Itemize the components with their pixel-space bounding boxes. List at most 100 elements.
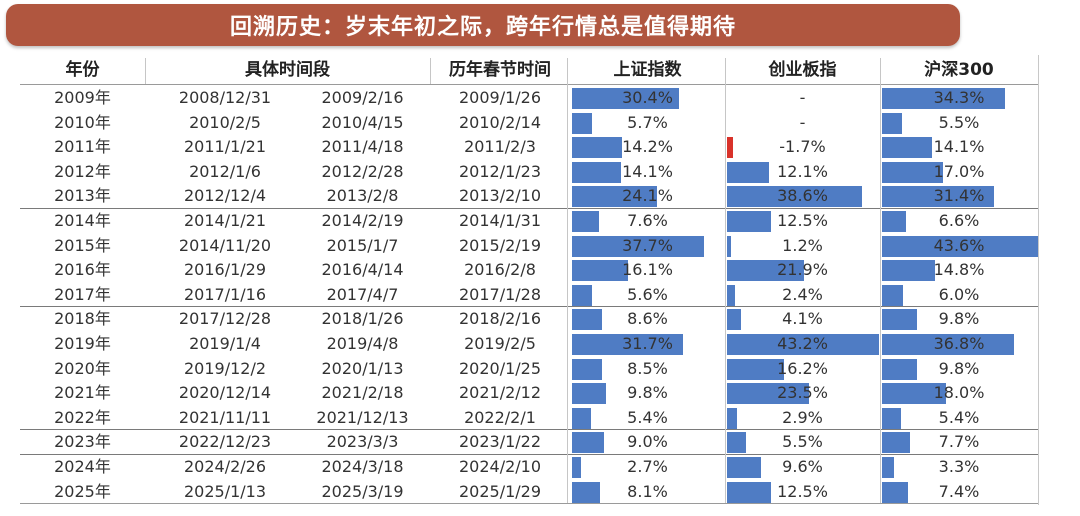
sse-bar xyxy=(572,260,629,282)
period-start-cell: 2008/12/31 xyxy=(178,88,272,107)
table-row: 2013年 2012/12/4 2013/2/8 2013/2/10 24.1% 38.6… xyxy=(20,184,1038,209)
period-end-cell: 2015/1/7 xyxy=(326,235,399,255)
data-table xyxy=(20,55,1039,505)
header-divider xyxy=(20,84,1038,85)
sse-bar xyxy=(572,186,657,208)
year-cell: 2009年 xyxy=(54,88,111,107)
year-cell: 2017年 xyxy=(54,284,111,304)
sse-bar xyxy=(572,309,603,331)
period-end-cell: 2012/2/28 xyxy=(321,161,404,181)
csi300-bar-cell: 5.4% xyxy=(880,407,1038,429)
header-csi300: 沪深300 xyxy=(924,60,994,80)
sse-value-label: 9.0% xyxy=(627,432,668,452)
sse-bar xyxy=(572,432,604,454)
year-cell: 2022年 xyxy=(54,407,111,427)
year-cell: 2015年 xyxy=(54,235,111,255)
csi300-value-label: 17.0% xyxy=(933,161,985,181)
csi300-value-label: 9.8% xyxy=(938,358,980,378)
header-chinext-index: 创业板指 xyxy=(768,60,837,80)
chinext-bar xyxy=(727,358,784,380)
sse-bar xyxy=(572,383,607,405)
sse-bar xyxy=(572,112,592,134)
sse-value-label: 2.7% xyxy=(627,457,668,476)
year-cell: 2012年 xyxy=(54,161,111,181)
table-row: 2010年 2010/2/5 2010/4/15 2010/2/14 5.7% - 5.5% xyxy=(20,111,1038,136)
period-start-cell: 2012/12/4 xyxy=(183,186,267,206)
csi300-bar xyxy=(882,334,1014,355)
year-cell: 2019年 xyxy=(54,334,111,353)
csi300-value-label: 43.6% xyxy=(933,235,985,255)
csi300-value-label: 14.1% xyxy=(933,137,985,157)
period-start-cell: 2017/12/28 xyxy=(178,309,272,329)
period-end-cell: 2010/4/15 xyxy=(321,112,404,132)
csi300-bar xyxy=(882,161,943,183)
chinext-bar-cell: - xyxy=(725,113,880,134)
period-start-cell: 2014/11/20 xyxy=(178,235,272,255)
period-end-cell: 2023/3/3 xyxy=(326,432,399,452)
spring-festival-cell: 2024/2/10 xyxy=(458,457,542,476)
chinext-bar xyxy=(727,284,736,306)
csi300-value-label: 5.5% xyxy=(938,112,980,132)
chinext-bar-cell: 12.5% xyxy=(725,481,880,503)
sse-bar xyxy=(572,137,622,159)
sse-bar-cell: 5.4% xyxy=(570,407,725,429)
period-start-cell: 2019/12/2 xyxy=(183,358,267,378)
period-start-cell: 2014/1/21 xyxy=(183,211,267,230)
csi300-bar xyxy=(882,407,902,429)
chinext-bar-cell: 9.6% xyxy=(725,457,880,478)
chinext-value-label: 16.2% xyxy=(777,358,828,378)
sse-value-label: 24.1% xyxy=(622,186,673,206)
spring-festival-cell: 2023/1/22 xyxy=(458,432,542,452)
csi300-bar-cell: 34.3% xyxy=(880,88,1038,109)
table-row: 2015年 2014/11/20 2015/1/7 2015/2/19 37.7% 1.2… xyxy=(20,234,1038,259)
csi300-bar-cell: 7.4% xyxy=(880,481,1038,503)
spring-festival-cell: 2018/2/16 xyxy=(458,309,542,329)
column-separator xyxy=(725,58,726,503)
csi300-bar-cell: 5.5% xyxy=(880,112,1038,134)
chinext-bar-cell: 16.2% xyxy=(725,358,880,380)
sse-value-label: 16.1% xyxy=(622,260,673,280)
table-row: 2022年 2021/11/11 2021/12/13 2022/2/1 5.4% 2.9… xyxy=(20,406,1038,431)
period-start-cell: 2020/12/14 xyxy=(178,383,272,403)
csi300-value-label: 7.7% xyxy=(938,432,980,452)
sse-bar-cell: 5.6% xyxy=(570,284,725,306)
spring-festival-cell: 2010/2/14 xyxy=(458,112,542,132)
sse-bar xyxy=(572,334,684,355)
sse-bar-cell: 7.6% xyxy=(570,211,725,232)
year-cell: 2010年 xyxy=(54,112,111,132)
chinext-bar xyxy=(727,432,747,454)
sse-value-label: 31.7% xyxy=(622,334,673,353)
column-separator xyxy=(145,58,146,84)
sse-bar-cell: 8.5% xyxy=(570,358,725,380)
chinext-bar xyxy=(727,235,732,257)
period-start-cell: 2012/1/6 xyxy=(189,161,261,181)
csi300-value-label: 3.3% xyxy=(938,457,980,476)
csi300-value-label: 6.0% xyxy=(938,284,980,304)
period-end-cell: 2024/3/18 xyxy=(321,457,404,476)
column-separator xyxy=(430,58,431,84)
table-row: 2014年 2014/1/21 2014/2/19 2014/1/31 7.6% 12.5… xyxy=(20,209,1038,234)
row-separator xyxy=(20,453,1038,455)
csi300-bar-cell: 7.7% xyxy=(880,432,1038,454)
column-separator xyxy=(567,58,568,503)
chinext-bar xyxy=(727,161,770,183)
csi300-bar-cell: 3.3% xyxy=(880,457,1038,478)
sse-bar xyxy=(572,235,705,257)
csi300-bar xyxy=(882,457,894,478)
csi300-bar xyxy=(882,383,947,405)
csi300-bar-cell: 43.6% xyxy=(880,235,1038,257)
sse-bar xyxy=(572,161,622,183)
sse-value-label: 14.2% xyxy=(622,137,673,157)
csi300-bar xyxy=(882,88,1005,109)
csi300-bar-cell: 14.1% xyxy=(880,137,1038,159)
sse-bar-cell: 14.2% xyxy=(570,137,725,159)
csi300-value-label: 7.4% xyxy=(938,481,980,501)
table-row: 2017年 2017/1/16 2017/4/7 2017/1/28 5.6% 2.4% 6… xyxy=(20,283,1038,308)
spring-festival-cell: 2009/1/26 xyxy=(458,88,542,107)
sse-value-label: 37.7% xyxy=(622,235,673,255)
csi300-bar xyxy=(882,358,918,380)
spring-festival-cell: 2014/1/31 xyxy=(458,211,542,230)
period-end-cell: 2016/4/14 xyxy=(321,260,404,280)
period-end-cell: 2021/2/18 xyxy=(321,383,404,403)
spring-festival-cell: 2019/2/5 xyxy=(464,334,536,353)
